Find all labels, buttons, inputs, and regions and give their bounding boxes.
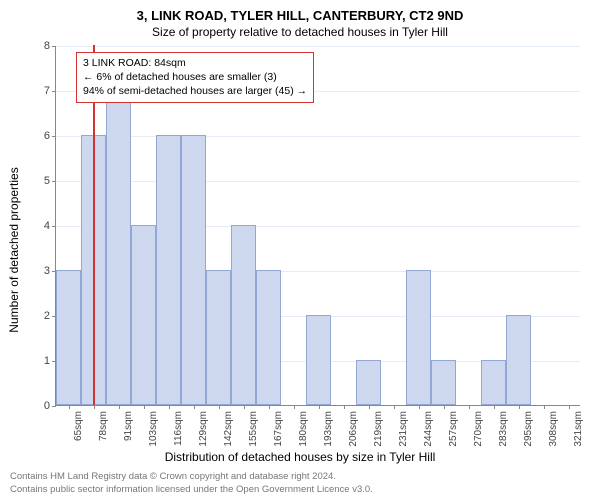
y-tick-mark xyxy=(52,406,56,407)
bar xyxy=(181,135,206,405)
chart-area: 01234567865sqm78sqm91sqm103sqm116sqm129s… xyxy=(55,46,580,406)
bar xyxy=(406,270,431,405)
x-tick-mark xyxy=(69,405,70,409)
y-tick-label: 1 xyxy=(44,355,50,367)
chart-title-main: 3, LINK ROAD, TYLER HILL, CANTERBURY, CT… xyxy=(0,0,600,23)
bar xyxy=(431,360,456,405)
x-tick-label: 65sqm xyxy=(73,411,84,441)
y-tick-label: 2 xyxy=(44,310,50,322)
x-axis-label: Distribution of detached houses by size … xyxy=(0,450,600,464)
x-tick-label: 295sqm xyxy=(523,411,534,447)
plot-area: 01234567865sqm78sqm91sqm103sqm116sqm129s… xyxy=(55,46,580,406)
x-tick-mark xyxy=(519,405,520,409)
annotation-line: 3 LINK ROAD: 84sqm xyxy=(83,56,307,70)
y-tick-mark xyxy=(52,136,56,137)
bar xyxy=(56,270,81,405)
y-tick-label: 5 xyxy=(44,175,50,187)
x-tick-mark xyxy=(244,405,245,409)
x-tick-mark xyxy=(369,405,370,409)
y-axis-label: Number of detached properties xyxy=(7,167,21,332)
y-tick-mark xyxy=(52,181,56,182)
x-tick-label: 321sqm xyxy=(573,411,584,447)
x-tick-mark xyxy=(344,405,345,409)
x-tick-mark xyxy=(144,405,145,409)
x-tick-label: 142sqm xyxy=(223,411,234,447)
x-tick-label: 167sqm xyxy=(273,411,284,447)
annotation-line: ← 6% of detached houses are smaller (3) xyxy=(83,70,307,84)
x-tick-mark xyxy=(319,405,320,409)
gridline xyxy=(56,136,580,137)
x-tick-label: 206sqm xyxy=(348,411,359,447)
x-tick-label: 103sqm xyxy=(148,411,159,447)
gridline xyxy=(56,181,580,182)
x-tick-label: 193sqm xyxy=(323,411,334,447)
y-tick-mark xyxy=(52,91,56,92)
y-tick-label: 0 xyxy=(44,400,50,412)
x-tick-mark xyxy=(169,405,170,409)
x-tick-mark xyxy=(119,405,120,409)
x-tick-label: 231sqm xyxy=(398,411,409,447)
bar xyxy=(106,90,131,405)
x-tick-label: 244sqm xyxy=(423,411,434,447)
bar xyxy=(356,360,381,405)
license-text: Contains HM Land Registry data © Crown c… xyxy=(10,471,590,496)
x-tick-label: 270sqm xyxy=(473,411,484,447)
x-tick-label: 257sqm xyxy=(448,411,459,447)
x-tick-mark xyxy=(444,405,445,409)
bar xyxy=(306,315,331,405)
bar xyxy=(131,225,156,405)
x-tick-mark xyxy=(269,405,270,409)
x-tick-mark xyxy=(544,405,545,409)
x-tick-mark xyxy=(419,405,420,409)
y-tick-label: 7 xyxy=(44,85,50,97)
x-tick-label: 91sqm xyxy=(123,411,134,441)
y-tick-mark xyxy=(52,46,56,47)
x-tick-label: 308sqm xyxy=(548,411,559,447)
x-tick-mark xyxy=(94,405,95,409)
bar xyxy=(231,225,256,405)
x-tick-label: 219sqm xyxy=(373,411,384,447)
gridline xyxy=(56,46,580,47)
x-tick-label: 283sqm xyxy=(498,411,509,447)
chart-title-sub: Size of property relative to detached ho… xyxy=(0,23,600,39)
bar xyxy=(506,315,531,405)
y-tick-label: 3 xyxy=(44,265,50,277)
y-tick-label: 6 xyxy=(44,130,50,142)
x-tick-mark xyxy=(469,405,470,409)
x-tick-mark xyxy=(194,405,195,409)
x-tick-label: 155sqm xyxy=(248,411,259,447)
x-tick-label: 78sqm xyxy=(98,411,109,441)
x-tick-mark xyxy=(294,405,295,409)
bar xyxy=(156,135,181,405)
license-line1: Contains HM Land Registry data © Crown c… xyxy=(10,471,590,483)
y-tick-label: 8 xyxy=(44,40,50,52)
license-line2: Contains public sector information licen… xyxy=(10,484,590,496)
x-tick-mark xyxy=(394,405,395,409)
annotation-line: 94% of semi-detached houses are larger (… xyxy=(83,84,307,98)
x-tick-label: 129sqm xyxy=(198,411,209,447)
x-tick-mark xyxy=(494,405,495,409)
x-tick-mark xyxy=(219,405,220,409)
bar xyxy=(256,270,281,405)
annotation-box: 3 LINK ROAD: 84sqm← 6% of detached house… xyxy=(76,52,314,103)
y-tick-mark xyxy=(52,226,56,227)
x-tick-label: 116sqm xyxy=(173,411,184,446)
y-tick-label: 4 xyxy=(44,220,50,232)
bar xyxy=(481,360,506,405)
x-tick-mark xyxy=(569,405,570,409)
bar xyxy=(206,270,231,405)
x-tick-label: 180sqm xyxy=(298,411,309,447)
